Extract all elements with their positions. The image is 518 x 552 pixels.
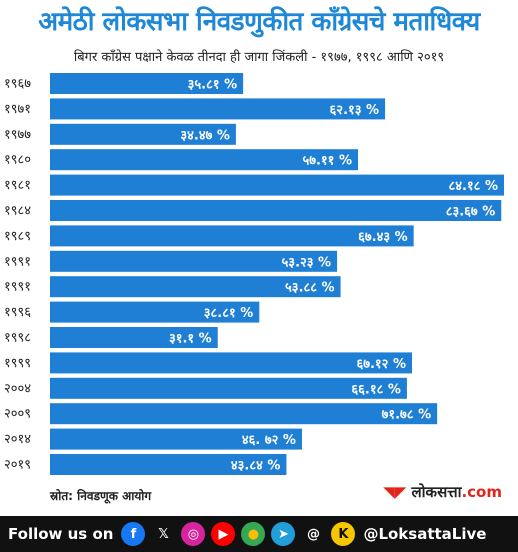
data-label: ६२.१३ % [330, 103, 380, 118]
brand-name: लोकसत्ता [411, 483, 462, 501]
data-label: ३४.४७ % [180, 128, 230, 143]
bar [50, 73, 244, 94]
chart-subtitle: बिगर काँग्रेस पक्षाने केवळ तीनदा ही जागा… [73, 50, 445, 65]
youtube-icon[interactable]: ▶ [211, 522, 236, 546]
data-label: ७१.७८ % [382, 408, 432, 423]
social-footer: Follow us on f 𝕏 ◎ ▶ ● ➤ @ K @LoksattaLive [0, 516, 518, 552]
bar-chart: १९६७ ३५.८१ % १९७१ ६२.१३ % १९७७ ३४.४७ % १९८० ५७.… [4, 73, 504, 475]
data-label: ३१.१ % [169, 332, 212, 347]
brand-logo: ◥◤ लोकसत्ता.com [383, 482, 502, 502]
follow-label: Follow us on [8, 525, 114, 543]
bar [50, 276, 341, 298]
data-label: ६६.१८ % [351, 382, 401, 397]
bar [50, 403, 438, 425]
y-tick-label: १९८४ [4, 204, 31, 219]
data-label: ४३.८४ % [231, 459, 281, 474]
bar [50, 174, 504, 196]
brand-mark-icon: ◥◤ [383, 483, 412, 501]
social-handle[interactable]: @LoksattaLive [363, 525, 487, 543]
data-label: ६७.१२ % [356, 357, 406, 372]
instagram-icon[interactable]: ◎ [181, 522, 206, 546]
data-label: ५७.११ % [302, 154, 352, 169]
bar [50, 123, 236, 145]
data-label: ४६. ७२ % [242, 433, 296, 448]
y-tick-label: १९६७ [4, 77, 31, 92]
chart-title: अमेठी लोकसभा निवडणुकीत काँग्रेसचे मताधिक… [38, 7, 480, 37]
bar [50, 225, 414, 247]
data-label: ५३.२३ % [282, 255, 332, 270]
y-tick-label: २००९ [4, 407, 31, 422]
facebook-icon[interactable]: f [121, 522, 146, 546]
x-icon[interactable]: 𝕏 [151, 522, 176, 546]
data-label: ५३.८८ % [285, 281, 335, 296]
threads-icon[interactable]: @ [301, 522, 326, 546]
bar [50, 98, 386, 120]
social-icons: f 𝕏 ◎ ▶ ● ➤ @ K [121, 522, 361, 546]
bar [50, 250, 338, 272]
telegram-icon[interactable]: ➤ [271, 522, 296, 546]
bar [50, 352, 412, 374]
y-tick-label: १९८० [4, 153, 31, 168]
y-tick-label: २०१४ [4, 432, 31, 447]
data-label: ३८.८१ % [204, 306, 254, 321]
bar [50, 149, 359, 171]
bar [50, 301, 260, 323]
bar [50, 454, 287, 475]
data-label: ८३.६७ % [446, 205, 496, 220]
y-tick-label: १९७७ [4, 127, 31, 142]
bar [50, 377, 407, 399]
data-label: ६७.४३ % [358, 230, 408, 245]
brand-suffix: .com [461, 483, 502, 501]
data-label: ८४.१८ % [448, 179, 498, 194]
koo-icon[interactable]: K [331, 522, 356, 546]
bar [50, 200, 502, 221]
y-tick-label: २००४ [4, 381, 31, 396]
chrome-icon[interactable]: ● [241, 522, 266, 546]
y-tick-label: १९९१ [4, 280, 31, 295]
y-tick-label: २०१९ [4, 458, 31, 473]
y-tick-label: १९८९ [4, 229, 31, 244]
bar [50, 327, 218, 348]
y-tick-label: १९७१ [4, 102, 31, 117]
y-tick-label: १९९८ [4, 331, 31, 346]
bar [50, 428, 302, 450]
y-tick-label: १९८१ [4, 178, 31, 193]
data-label: ३५.८१ % [188, 78, 238, 93]
y-tick-label: १९९६ [4, 305, 31, 320]
y-tick-label: १९९१ [4, 254, 31, 269]
source-note: स्रोत: निवडणूक आयोग [50, 489, 152, 503]
y-tick-label: १९९९ [4, 356, 31, 371]
